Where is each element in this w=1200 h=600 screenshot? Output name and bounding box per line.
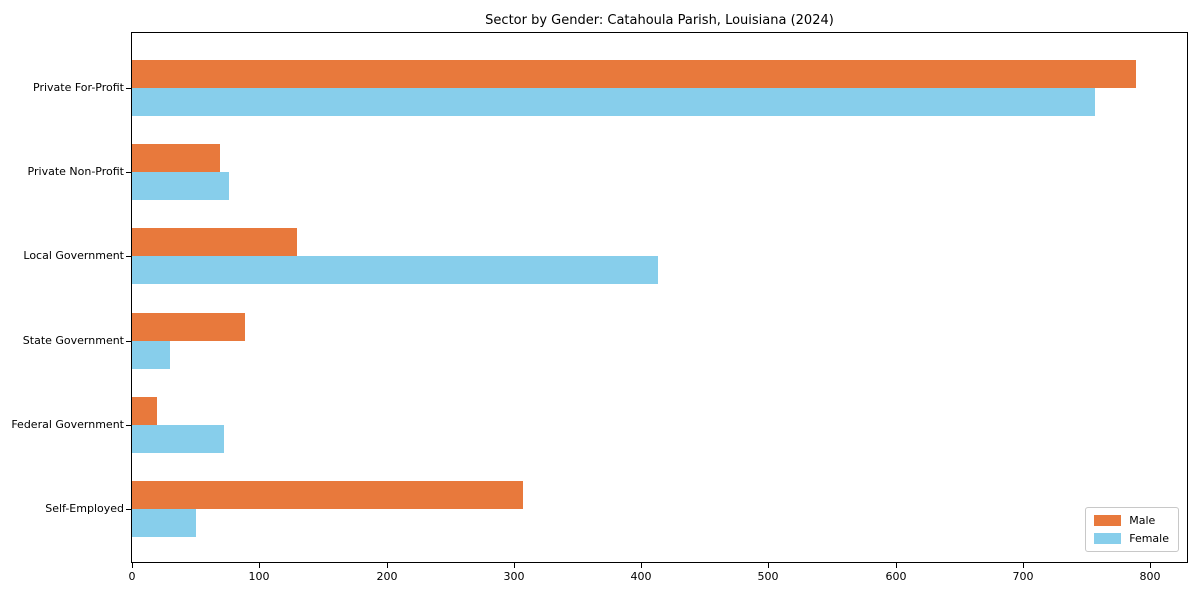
x-tick-label-100: 100 xyxy=(248,570,270,583)
legend: Male Female xyxy=(1085,507,1179,552)
x-tick-label-600: 600 xyxy=(885,570,907,583)
y-tick-self-employed xyxy=(126,509,131,510)
bar-female-private-for-profit xyxy=(132,88,1095,116)
y-tick-state-government xyxy=(126,340,131,342)
y-tick-private-non-profit xyxy=(126,172,131,174)
y-tick-private-for-profit xyxy=(126,88,131,89)
x-tick-label-200: 200 xyxy=(376,570,398,583)
x-tick-label-400: 400 xyxy=(630,570,652,583)
y-axis-label-self-employed: Self-Employed xyxy=(45,502,124,515)
female-color-swatch xyxy=(1094,533,1122,544)
bar-female-private-non-profit xyxy=(132,172,229,201)
x-tick-0 xyxy=(132,563,133,568)
bar-male-private-for-profit xyxy=(132,60,1136,88)
y-axis-label-private-for-profit: Private For-Profit xyxy=(33,81,124,94)
chart-title: Sector by Gender: Catahoula Parish, Loui… xyxy=(485,13,834,28)
bar-female-local-government xyxy=(132,256,658,285)
y-tick-local-government xyxy=(126,256,131,258)
bar-female-self-employed xyxy=(132,509,196,537)
bar-male-self-employed xyxy=(132,481,523,509)
x-tick-300 xyxy=(514,563,515,568)
x-tick-label-800: 800 xyxy=(1139,570,1161,583)
bar-male-federal-government xyxy=(132,396,157,425)
y-axis-label-private-non-profit: Private Non-Profit xyxy=(27,165,124,179)
y-axis-label-federal-government: Federal Government xyxy=(11,417,124,431)
x-tick-700 xyxy=(1023,563,1024,568)
x-tick-600 xyxy=(896,563,897,568)
x-tick-label-0: 0 xyxy=(128,570,136,583)
x-tick-label-700: 700 xyxy=(1012,570,1034,583)
bar-male-local-government xyxy=(132,228,297,257)
legend-label-male: Male xyxy=(1129,514,1156,527)
legend-item-male: Male xyxy=(1094,514,1169,527)
male-color-swatch xyxy=(1094,515,1122,526)
plot-area: Male Female xyxy=(131,32,1188,563)
bar-female-state-government xyxy=(132,340,170,369)
y-tick-federal-government xyxy=(126,424,131,426)
x-tick-400 xyxy=(641,563,642,568)
bar-female-federal-government xyxy=(132,424,224,453)
x-tick-label-500: 500 xyxy=(757,570,779,583)
legend-item-female: Female xyxy=(1094,532,1169,545)
bar-male-private-non-profit xyxy=(132,144,220,173)
y-axis-label-state-government: State Government xyxy=(22,333,124,347)
x-tick-200 xyxy=(387,563,388,568)
y-axis-label-local-government: Local Government xyxy=(23,249,124,263)
bar-male-state-government xyxy=(132,312,245,341)
x-tick-100 xyxy=(259,563,260,568)
legend-label-female: Female xyxy=(1129,532,1169,545)
x-tick-500 xyxy=(768,563,769,568)
x-tick-800 xyxy=(1150,563,1151,568)
x-tick-label-300: 300 xyxy=(503,570,525,583)
